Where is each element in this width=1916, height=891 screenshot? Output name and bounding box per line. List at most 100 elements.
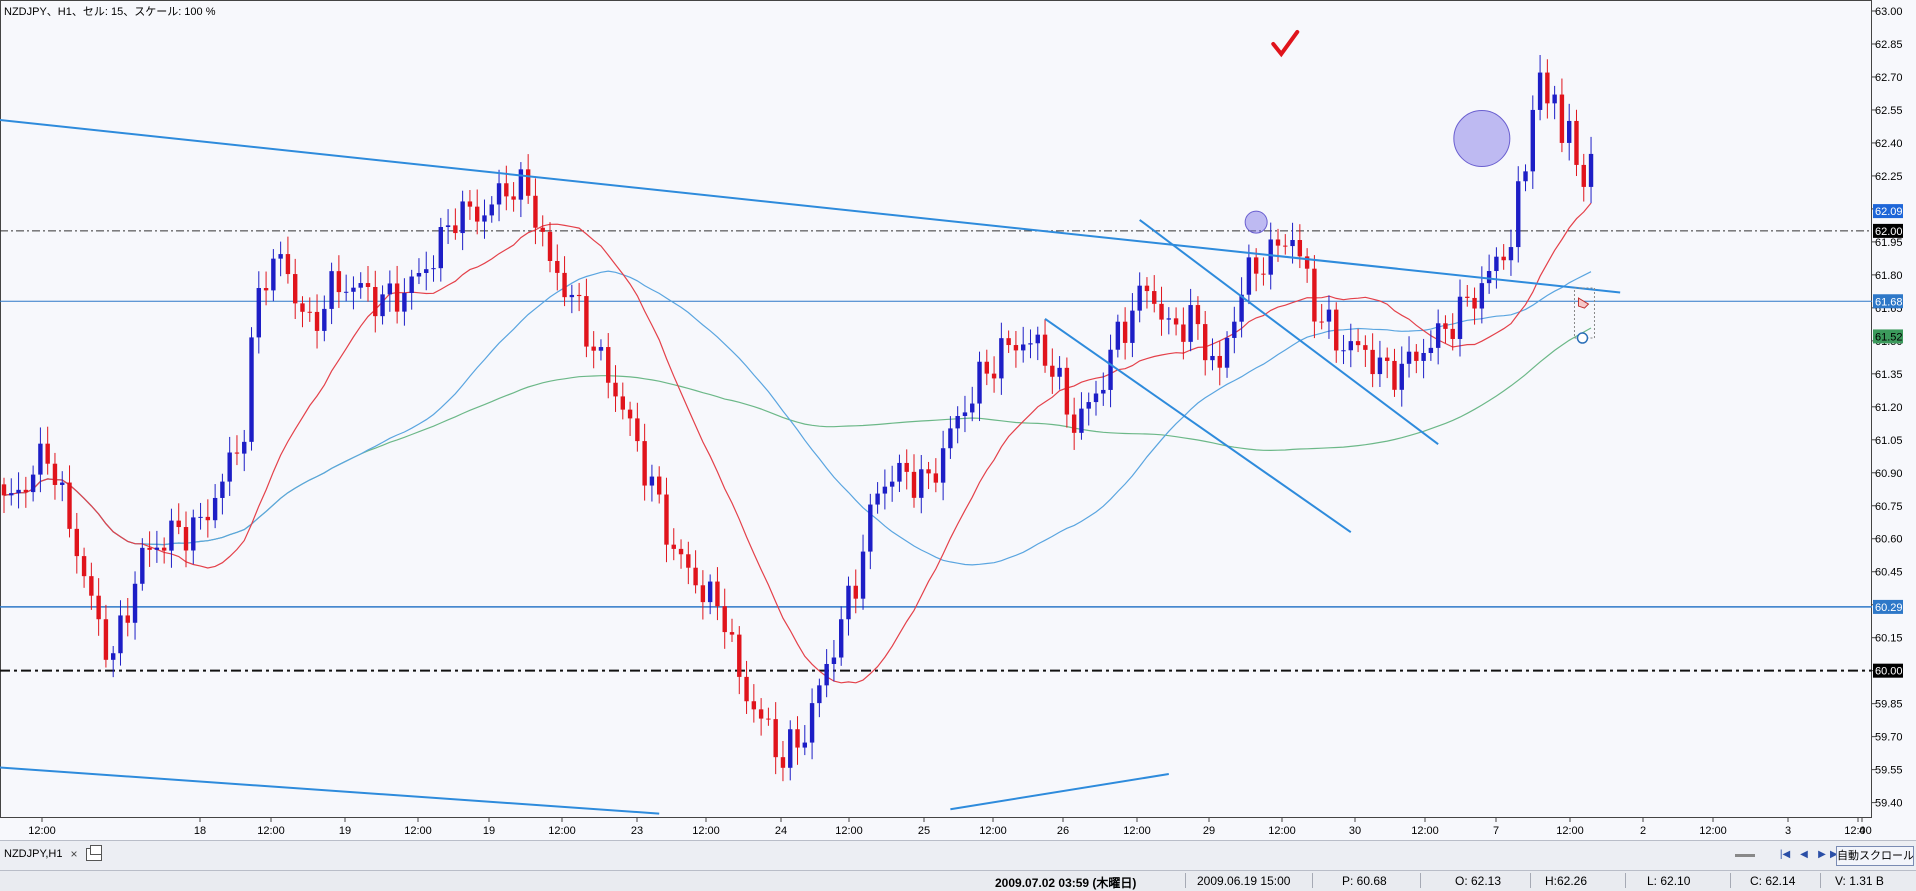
candle-body xyxy=(919,469,924,498)
y-tick-label: 61.80 xyxy=(1875,270,1903,282)
candle-body xyxy=(1086,402,1091,409)
candle-body xyxy=(1203,324,1208,361)
annotation-anchor-icon xyxy=(1576,332,1589,344)
candle-body xyxy=(256,288,261,338)
candle-body xyxy=(1021,344,1026,351)
close-icon[interactable]: × xyxy=(70,847,78,861)
candle-body xyxy=(1326,309,1332,322)
candle-body xyxy=(1144,285,1150,292)
scroll-last-icon[interactable]: ▶| xyxy=(1830,848,1840,862)
x-tick-label: 12:00 xyxy=(692,825,720,837)
candle-body xyxy=(1377,357,1383,375)
candle-body xyxy=(242,441,247,454)
x-tick-label: 23 xyxy=(631,825,643,837)
candlestick-chart[interactable]: 63.0062.8562.7062.5562.4062.2562.1061.95… xyxy=(0,0,1916,840)
candle-body xyxy=(766,718,771,720)
candle-body xyxy=(96,595,101,620)
candle-body xyxy=(1101,389,1106,394)
chart-area[interactable]: 63.0062.8562.7062.5562.4062.2562.1061.95… xyxy=(0,0,1916,840)
price-level-badge xyxy=(1873,329,1903,344)
x-tick-label: 12:00 xyxy=(835,825,863,837)
candle-body xyxy=(1064,367,1070,415)
status-separator xyxy=(1625,873,1626,888)
y-tick-label: 62.70 xyxy=(1875,72,1903,84)
candle-body xyxy=(30,474,36,493)
candle-body xyxy=(1152,291,1157,304)
candle-body xyxy=(584,296,589,347)
scroll-first-icon[interactable]: |◀ xyxy=(1779,849,1791,860)
chart-title: NZDJPY、H1、セル: 15、スケール: 100 % xyxy=(4,6,216,18)
candle-body xyxy=(322,308,327,331)
candle-body xyxy=(1486,271,1492,284)
candle-body xyxy=(67,482,72,529)
chart-tab[interactable]: NZDJPY,H1 × xyxy=(4,844,102,861)
candle-body xyxy=(693,567,698,586)
candle-body xyxy=(729,632,735,635)
candle-body xyxy=(1588,153,1594,187)
candle-body xyxy=(293,274,298,304)
y-tick-label: 61.05 xyxy=(1875,435,1903,447)
candle-body xyxy=(431,268,436,270)
candle-body xyxy=(642,441,647,486)
scroll-right-icon[interactable]: ▶ xyxy=(1818,849,1826,860)
candle-body xyxy=(504,183,509,197)
candle-body xyxy=(547,231,553,261)
candle-body xyxy=(1093,393,1099,403)
candle-body xyxy=(562,272,567,298)
candle-body xyxy=(1457,296,1463,339)
candle-body xyxy=(1501,256,1506,261)
candle-body xyxy=(1472,297,1477,309)
candle-body xyxy=(249,337,254,442)
candle-body xyxy=(9,493,14,496)
candle-body xyxy=(1268,239,1273,275)
candle-body xyxy=(81,556,87,577)
scrollbar-thumb[interactable] xyxy=(1735,854,1755,857)
candle-body xyxy=(591,346,596,351)
candle-body xyxy=(52,463,58,485)
candle-body xyxy=(817,685,822,704)
price-level-label: 61.52 xyxy=(1875,331,1903,343)
candle-body xyxy=(1523,171,1528,182)
candle-body xyxy=(1537,72,1543,110)
candle-body xyxy=(263,288,269,291)
candle-body xyxy=(460,201,465,234)
candle-body xyxy=(613,382,618,397)
candle-body xyxy=(991,373,997,379)
window-icon[interactable] xyxy=(85,844,102,861)
candle-body xyxy=(1261,273,1266,275)
candle-body xyxy=(1283,245,1288,247)
y-tick-label: 62.55 xyxy=(1875,105,1903,117)
candle-body xyxy=(1239,294,1244,322)
scroll-left-icon[interactable]: ◀ xyxy=(1800,849,1808,860)
candle-body xyxy=(569,294,575,298)
candle-body xyxy=(1079,408,1084,433)
x-tick-label: 12:00 xyxy=(1556,825,1584,837)
status-high: H:62.26 xyxy=(1545,874,1588,888)
candle-body xyxy=(1363,345,1368,350)
candle-body xyxy=(1385,357,1390,361)
candle-body xyxy=(329,271,334,309)
status-low: L: 62.10 xyxy=(1647,874,1691,888)
candle-body xyxy=(1406,351,1412,364)
chart-tab-bar: NZDJPY,H1 × |◀ ◀ ▶ ▶| 自動スクロール xyxy=(0,840,1916,871)
candle-body xyxy=(707,581,713,603)
status-bar-time: 2009.06.19 15:00 xyxy=(1197,874,1291,888)
candle-body xyxy=(722,606,727,633)
candle-body xyxy=(1341,350,1346,352)
auto-scroll-button[interactable]: 自動スクロール xyxy=(1836,846,1914,866)
candle-body xyxy=(358,283,363,288)
candle-body xyxy=(1042,334,1048,366)
candle-body xyxy=(475,206,480,222)
candle-body xyxy=(1122,321,1128,343)
candle-body xyxy=(125,615,130,623)
chart-tab-label: NZDJPY,H1 xyxy=(4,848,63,860)
candle-body xyxy=(933,473,939,483)
y-tick-label: 60.90 xyxy=(1875,468,1903,480)
candle-body xyxy=(1137,285,1142,311)
candle-body xyxy=(1115,321,1121,350)
ma-slow-line xyxy=(3,327,1592,546)
status-datetime: 2009.07.02 03:59 (木曜日) xyxy=(995,876,1137,890)
candle-body xyxy=(955,415,960,429)
candle-body xyxy=(314,311,320,331)
candle-body xyxy=(875,493,880,505)
